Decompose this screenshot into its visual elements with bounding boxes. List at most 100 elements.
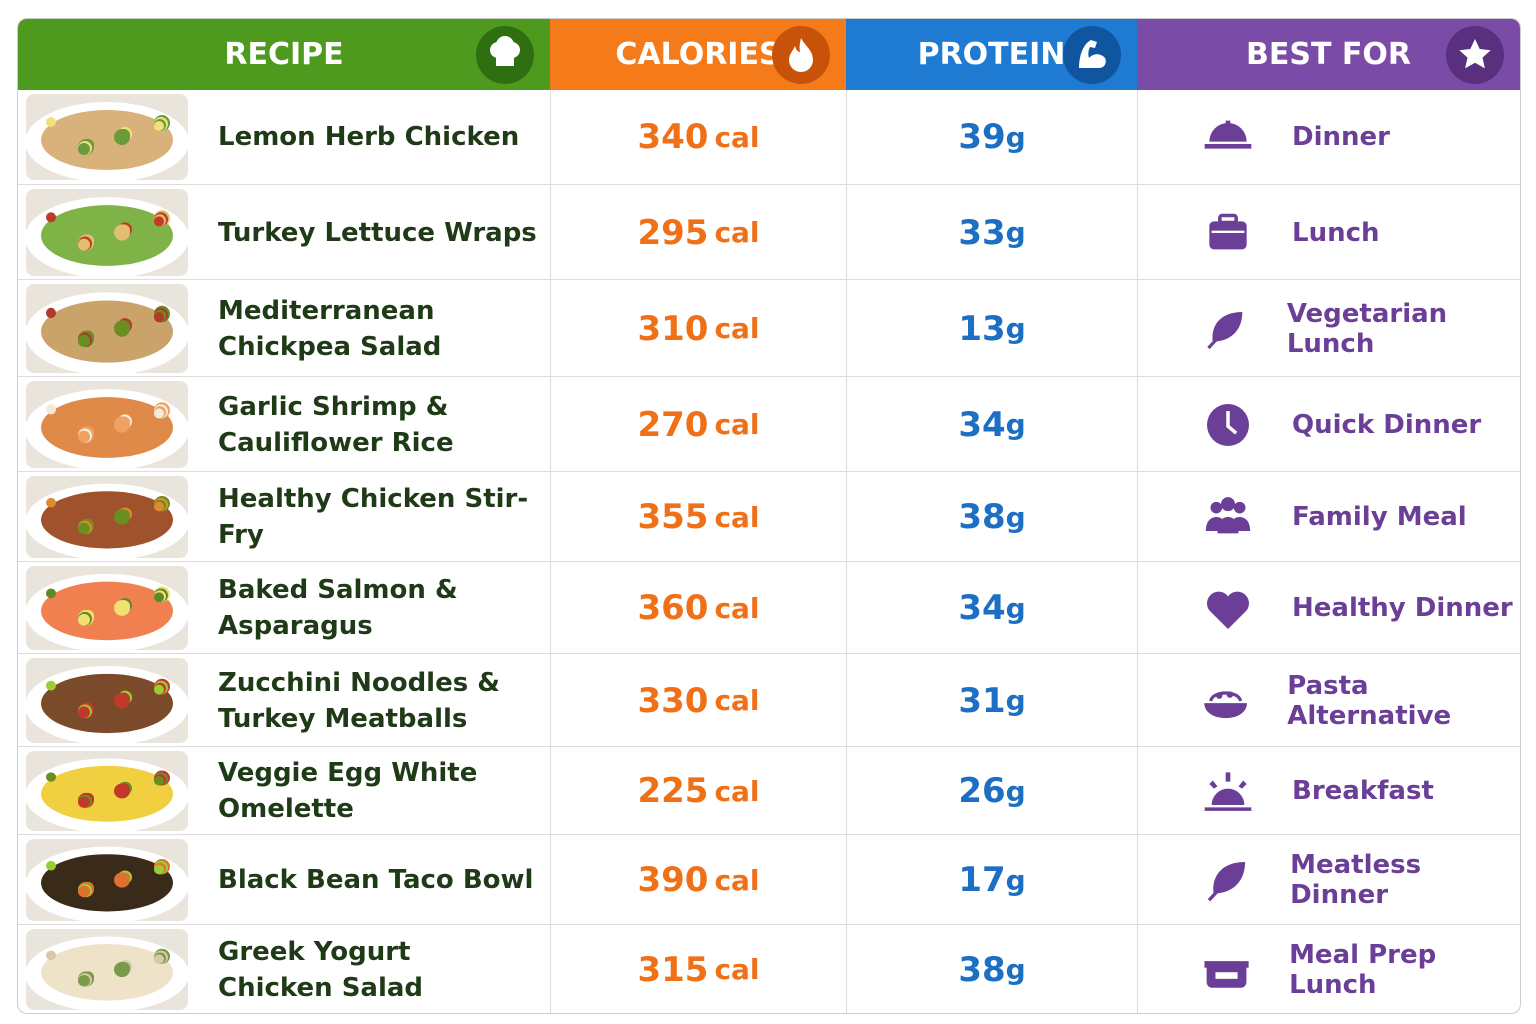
category-icon xyxy=(1207,403,1249,446)
table-row: Greek Yogurt Chicken Salad 315 cal 38 g Meal P… xyxy=(18,924,1520,1013)
text: g xyxy=(1005,216,1026,249)
text: 355 xyxy=(637,497,709,537)
text: Chicken Salad xyxy=(218,972,424,1003)
text: 310 xyxy=(637,308,709,349)
category-icon xyxy=(1207,311,1243,349)
protein: 26 g xyxy=(846,747,1137,835)
best-for: Dinner xyxy=(1137,90,1520,184)
text: Baked Salmon & Asparagus xyxy=(218,575,458,641)
protein: 39 g xyxy=(846,90,1137,184)
protein: 38 g xyxy=(846,925,1137,1013)
text: 390 xyxy=(637,860,709,900)
recipe-name: Veggie Egg White Omelette xyxy=(218,747,558,835)
protein: 34 g xyxy=(846,377,1137,472)
header-protein: PROTEIN xyxy=(846,19,1137,90)
photo-art xyxy=(26,566,188,650)
header-text: RECIPE xyxy=(224,37,344,72)
text: Healthy Chicken Stir-Fry xyxy=(218,484,529,550)
table-row: Turkey Lettuce Wraps 295 cal 33 g Lunch xyxy=(18,184,1520,280)
calories: 310 cal xyxy=(550,280,846,377)
protein: 38 g xyxy=(846,472,1137,562)
text: cal xyxy=(714,953,760,986)
protein: 33 g xyxy=(846,185,1137,280)
best-for: Pasta Alternative xyxy=(1137,654,1520,747)
text: g xyxy=(1005,684,1026,717)
text: 31 xyxy=(958,680,1006,721)
text: cal xyxy=(714,216,760,249)
text: Garlic Shrimp & xyxy=(218,391,449,422)
text: 270 xyxy=(637,404,709,445)
best-for: Quick Dinner xyxy=(1137,377,1520,472)
recipe-photo xyxy=(26,284,188,373)
best-for: Lunch xyxy=(1137,185,1520,280)
table-row: Lemon Herb Chicken 340 cal 39 g Dinner xyxy=(18,90,1520,184)
text: 315 xyxy=(637,949,709,990)
text: 17 xyxy=(958,860,1006,900)
text: Healthy Dinner xyxy=(1292,593,1513,623)
recipe-name: Healthy Chicken Stir-Fry xyxy=(218,472,558,562)
text: cal xyxy=(714,312,760,345)
header-calories: CALORIES xyxy=(550,19,846,90)
text: g xyxy=(1005,312,1026,345)
text: Meal Prep Lunch xyxy=(1289,939,1437,1000)
recipe-name: Mediterranean Chickpea Salad xyxy=(218,280,558,377)
photo-art xyxy=(26,189,188,276)
text: Family Meal xyxy=(1292,502,1467,532)
protein: 17 g xyxy=(846,835,1137,925)
best-for: Vegetarian Lunch xyxy=(1137,280,1520,377)
category-icon xyxy=(1204,772,1252,811)
text: 34 xyxy=(958,404,1006,445)
header-text: CALORIES xyxy=(615,37,781,72)
text: Vegetarian Lunch xyxy=(1286,298,1448,359)
text: cal xyxy=(714,120,760,154)
header-text: BEST FOR xyxy=(1246,37,1411,72)
recipe-photo xyxy=(26,839,188,921)
recipe-photo xyxy=(26,381,188,468)
recipe-name: Turkey Lettuce Wraps xyxy=(218,185,558,280)
flame-icon xyxy=(772,26,830,84)
header-text: PROTEIN xyxy=(917,37,1066,72)
calories: 270 cal xyxy=(550,377,846,472)
calories: 225 cal xyxy=(550,747,846,835)
calories: 330 cal xyxy=(550,654,846,747)
category-icon xyxy=(1207,591,1249,629)
text: Zucchini Noodles & xyxy=(218,667,500,698)
muscle-icon xyxy=(1063,26,1121,84)
text: g xyxy=(1005,953,1026,986)
text: 340 xyxy=(637,117,709,157)
table-row: Baked Salmon & Asparagus 360 cal 34 g Healthy… xyxy=(18,561,1520,654)
photo-art xyxy=(26,381,188,468)
header-best-for: BEST FOR xyxy=(1137,19,1520,90)
text: 13 xyxy=(958,308,1006,349)
table-row: Healthy Chicken Stir-Fry 355 cal 38 g Family … xyxy=(18,471,1520,562)
photo-art xyxy=(26,284,188,373)
category-icon xyxy=(1204,960,1249,988)
recipe-photo xyxy=(26,658,188,743)
text: 33 xyxy=(958,212,1006,253)
star-icon xyxy=(1446,26,1504,84)
photo-art xyxy=(26,94,188,180)
text: 38 xyxy=(958,497,1006,537)
text: 34 xyxy=(958,588,1006,628)
recipe-photo xyxy=(26,189,188,276)
text: 225 xyxy=(637,771,709,811)
recipe-photo xyxy=(26,929,188,1010)
text: 330 xyxy=(637,680,709,721)
text: g xyxy=(1005,863,1026,897)
text: g xyxy=(1005,591,1026,625)
text: g xyxy=(1005,774,1026,808)
recipe-photo xyxy=(26,566,188,650)
header-recipe: RECIPE xyxy=(18,19,550,90)
photo-art xyxy=(26,751,188,831)
text: Lemon Herb Chicken xyxy=(218,122,520,152)
best-for: Meal Prep Lunch xyxy=(1137,925,1520,1013)
text: Meatless Dinner xyxy=(1290,850,1422,910)
photo-art xyxy=(26,658,188,743)
calories: 315 cal xyxy=(550,925,846,1013)
calories: 390 cal xyxy=(550,835,846,925)
text: 360 xyxy=(637,588,709,628)
text: 39 xyxy=(958,117,1006,157)
text: 38 xyxy=(958,949,1006,990)
recipe-name: Greek Yogurt Chicken Salad xyxy=(218,925,558,1013)
